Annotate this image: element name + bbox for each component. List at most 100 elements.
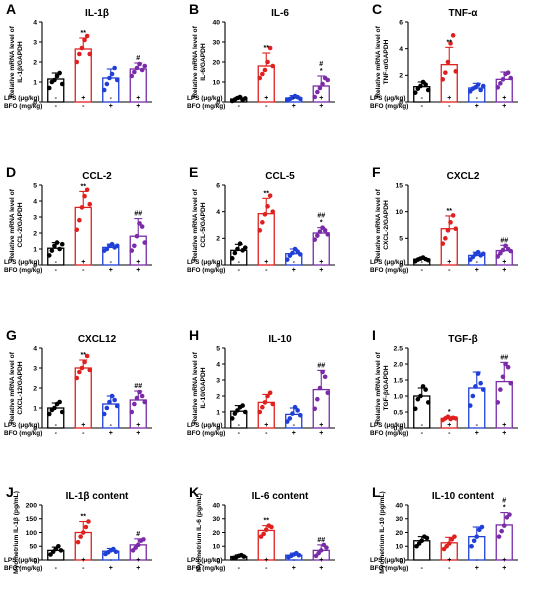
data-point xyxy=(79,45,85,51)
data-point xyxy=(87,367,93,373)
condition-sign: + xyxy=(136,103,140,110)
data-point xyxy=(320,81,325,87)
y-axis-label: Relative mRNA level of IL-10/GAPDH xyxy=(192,351,207,423)
data-point xyxy=(84,353,90,359)
y-tick-label: 0 xyxy=(33,99,37,106)
condition-sign: + xyxy=(319,95,323,102)
y-axis-label-line1: Relative mRNA level of xyxy=(375,351,382,423)
data-point xyxy=(478,87,483,93)
data-point xyxy=(134,233,140,239)
condition-sign: + xyxy=(475,565,479,572)
y-tick-label: 2 xyxy=(33,230,37,237)
panel-J: J IL-1β content Myometrium IL-1β (pg/mL) 0 5… xyxy=(4,484,152,574)
panel-letter: D xyxy=(6,164,16,180)
data-point xyxy=(82,37,87,43)
y-tick-label: 40 xyxy=(212,502,220,509)
data-point xyxy=(495,254,501,259)
data-point xyxy=(499,528,504,534)
panel-K: K IL-6 content Myometrium IL-6 (pg/mL) 0 10 2… xyxy=(187,484,335,572)
y-axis-label-line2: TNF-α/GAPDH xyxy=(383,39,390,84)
data-point xyxy=(450,33,456,38)
data-point xyxy=(423,82,428,87)
y-tick-label: 0 xyxy=(33,425,37,432)
y-tick-label: 1.0 xyxy=(394,393,404,400)
data-point xyxy=(135,542,141,548)
panel-F: F CXCL2 Relative mRNA level of CXCL-2/GAPDH… xyxy=(370,164,518,274)
condition-sign: + xyxy=(109,267,113,274)
y-tick-label: 0 xyxy=(33,262,37,269)
condition-sign: + xyxy=(136,565,140,572)
data-point xyxy=(257,228,263,233)
data-point xyxy=(262,400,268,405)
data-point xyxy=(445,228,451,233)
data-point xyxy=(137,221,142,226)
data-point xyxy=(235,408,240,413)
significance-mark: ** xyxy=(264,518,270,525)
y-axis-label-line1: Relative mRNA level of xyxy=(192,25,199,97)
condition-sign: + xyxy=(292,103,296,110)
data-point xyxy=(418,393,423,399)
y-axis-label-line2: IL-6/GAPDH xyxy=(200,43,207,81)
y-tick-label: 30 xyxy=(212,516,220,523)
data-point xyxy=(261,531,266,537)
condition-sign: - xyxy=(265,103,268,110)
panel-title: IL-10 content xyxy=(432,491,495,502)
y-axis-label: Relative mRNA level of TNF-α/GAPDH xyxy=(375,25,390,97)
data-point xyxy=(129,248,135,253)
data-point xyxy=(440,77,446,82)
condition-label: BFO (mg/kg) xyxy=(370,267,408,274)
y-tick-label: 15 xyxy=(395,182,403,189)
data-point xyxy=(74,375,80,381)
condition-sign: - xyxy=(421,430,424,437)
data-point xyxy=(265,204,270,209)
data-point xyxy=(242,245,248,250)
data-point xyxy=(77,369,82,375)
data-point xyxy=(440,241,446,246)
data-point xyxy=(104,246,110,252)
y-axis-label-line2: CCL-5/GAPDH xyxy=(200,202,207,247)
data-point xyxy=(101,87,107,93)
condition-sign: + xyxy=(475,267,479,274)
significance-mark: * xyxy=(448,409,451,416)
data-point xyxy=(443,236,448,241)
data-point xyxy=(425,87,431,93)
data-point xyxy=(269,524,274,530)
condition-label: LPS (μg/kg) xyxy=(4,95,40,102)
data-point xyxy=(59,81,65,87)
condition-sign: - xyxy=(265,267,268,274)
panel-letter: J xyxy=(6,484,14,500)
significance-mark: # xyxy=(319,61,323,68)
condition-sign: - xyxy=(55,565,58,572)
y-tick-label: 40 xyxy=(212,19,220,26)
condition-sign: + xyxy=(502,557,506,564)
condition-sign: - xyxy=(55,422,58,429)
significance-mark: # xyxy=(136,531,140,538)
condition-sign: + xyxy=(264,95,268,102)
y-tick-label: 50 xyxy=(29,544,37,551)
condition-sign: - xyxy=(82,430,85,437)
data-point xyxy=(109,241,115,247)
data-point xyxy=(74,227,80,233)
y-tick-label: 100 xyxy=(26,530,38,537)
condition-sign: + xyxy=(447,557,451,564)
data-point xyxy=(503,243,508,249)
condition-sign: - xyxy=(421,422,424,429)
y-axis-label: Relative mRNA level of IL-6/GAPDH xyxy=(192,25,207,97)
significance-mark: ## xyxy=(317,362,325,369)
data-point xyxy=(260,220,265,225)
data-point xyxy=(265,59,270,65)
data-point xyxy=(137,389,142,395)
data-point xyxy=(114,77,120,83)
data-point xyxy=(84,33,90,39)
y-tick-label: 200 xyxy=(26,502,38,509)
y-tick-label: 1 xyxy=(33,79,37,86)
data-point xyxy=(453,416,459,421)
data-point xyxy=(107,75,112,81)
y-tick-label: 0 xyxy=(399,262,403,269)
significance-mark: ## xyxy=(500,354,508,361)
data-point xyxy=(56,543,61,549)
data-point xyxy=(471,538,477,544)
data-point xyxy=(453,69,459,74)
panel-title: IL-10 xyxy=(268,334,292,345)
condition-label: LPS (μg/kg) xyxy=(187,259,223,266)
